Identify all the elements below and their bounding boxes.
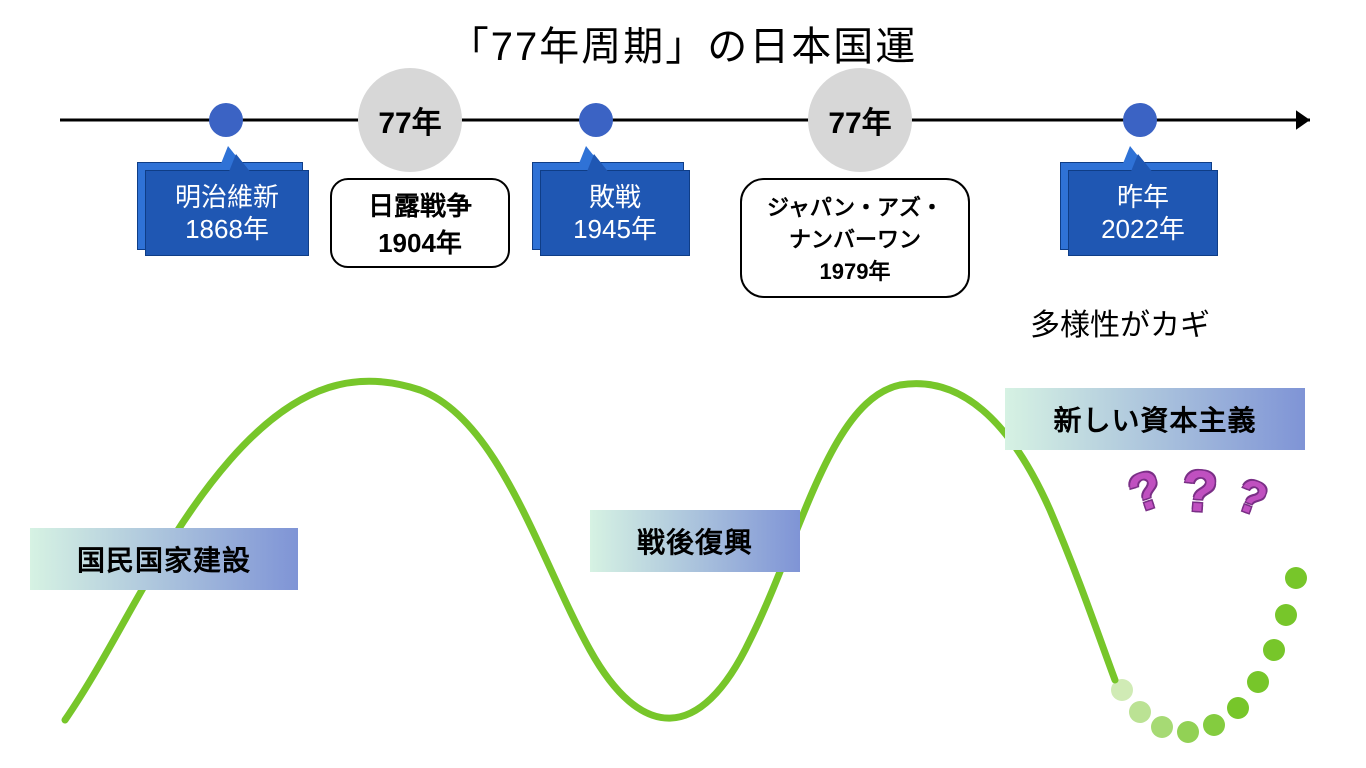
timeline-arrowhead-icon	[1296, 110, 1310, 130]
callout-line2: 1868年	[185, 213, 269, 246]
question-mark-icon: ?	[1180, 457, 1220, 526]
callout-line2: 1945年	[573, 213, 657, 246]
era-label-postwar: 戦後復興	[590, 510, 800, 572]
callout-meiji: 明治維新1868年	[145, 170, 309, 256]
midpoint-line: 1979年	[820, 254, 891, 286]
timeline-dot-icon	[209, 103, 243, 137]
callout-defeat: 敗戦1945年	[540, 170, 690, 256]
midpoint-box-japan_as_no1: ジャパン・アズ・ナンバーワン1979年	[740, 178, 970, 298]
midpoint-line: ナンバーワン	[789, 222, 921, 254]
midpoint-line: 1904年	[378, 223, 462, 260]
callout-line2: 2022年	[1101, 213, 1185, 246]
period-marker: 77年	[808, 68, 912, 172]
future-dot-icon	[1151, 716, 1173, 738]
era-label-nation_building: 国民国家建設	[30, 528, 298, 590]
callout-line1: 昨年	[1117, 181, 1169, 214]
timeline-dot-icon	[1123, 103, 1157, 137]
period-marker: 77年	[358, 68, 462, 172]
future-dot-icon	[1263, 639, 1285, 661]
callout-line1: 敗戦	[589, 181, 641, 214]
callout-lastyear: 昨年2022年	[1068, 170, 1218, 256]
future-dot-icon	[1129, 701, 1151, 723]
future-dot-icon	[1247, 671, 1269, 693]
midpoint-box-russo: 日露戦争1904年	[330, 178, 510, 268]
diagram-svg	[0, 0, 1366, 768]
timeline-dot-icon	[579, 103, 613, 137]
future-dot-icon	[1177, 721, 1199, 743]
note-diversity: 多様性がカギ	[1030, 300, 1210, 344]
midpoint-line: ジャパン・アズ・	[767, 190, 943, 222]
era-label-new_capitalism: 新しい資本主義	[1005, 388, 1305, 450]
future-dot-icon	[1227, 697, 1249, 719]
future-dot-icon	[1111, 679, 1133, 701]
future-dot-icon	[1285, 567, 1307, 589]
midpoint-line: 日露戦争	[368, 186, 472, 223]
future-dot-icon	[1275, 604, 1297, 626]
callout-line1: 明治維新	[175, 181, 279, 214]
future-dot-icon	[1203, 714, 1225, 736]
